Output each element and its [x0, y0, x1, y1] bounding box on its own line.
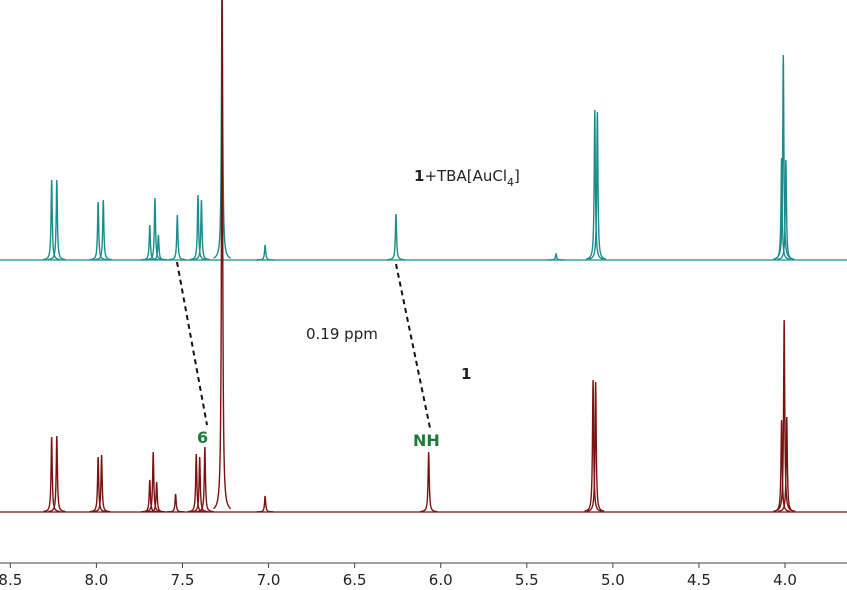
peak — [213, 0, 232, 510]
label-end: ] — [514, 167, 520, 185]
peak — [148, 481, 166, 513]
label-text: +TBA[AuCl — [424, 167, 507, 185]
peak — [146, 197, 164, 261]
peak — [588, 111, 607, 260]
label-sub: 4 — [507, 176, 514, 189]
label-bold: 1 — [414, 167, 424, 185]
x-tick-label: 6.0 — [429, 571, 453, 589]
peak — [149, 234, 168, 261]
peak — [166, 493, 185, 513]
peak — [777, 159, 795, 261]
peak — [94, 199, 112, 261]
x-tick-label: 8.0 — [84, 571, 108, 589]
peak — [256, 495, 274, 513]
peak — [168, 214, 186, 261]
x-tick-label: 8.5 — [0, 571, 22, 589]
peak-label: 6 — [197, 428, 208, 447]
x-tick-label: 4.0 — [773, 571, 797, 589]
x-tick-label: 4.5 — [687, 571, 711, 589]
peak — [387, 213, 405, 261]
peak — [89, 456, 107, 513]
peak — [141, 479, 159, 513]
peak — [144, 451, 162, 513]
peak — [256, 244, 274, 261]
shift-label: 0.19 ppm — [306, 325, 378, 343]
peak — [775, 319, 793, 512]
peak — [42, 436, 61, 513]
peak — [89, 201, 107, 261]
peak — [192, 199, 211, 261]
peak — [584, 379, 602, 512]
peak — [419, 451, 438, 513]
peak — [189, 194, 207, 261]
x-tick-label: 5.5 — [515, 571, 539, 589]
peak — [48, 179, 66, 261]
peak — [774, 54, 793, 260]
x-tick-label: 5.0 — [601, 571, 625, 589]
peak — [196, 446, 214, 513]
peak — [778, 416, 796, 513]
shift-line — [395, 263, 431, 429]
bottom-label: 1 — [461, 365, 471, 383]
x-tick-label: 7.0 — [257, 571, 281, 589]
peak — [42, 179, 61, 261]
shift-line — [176, 261, 208, 426]
peak — [213, 0, 231, 259]
x-tick-label: 7.5 — [171, 571, 195, 589]
peak — [92, 454, 111, 513]
peak — [191, 456, 209, 513]
peak — [586, 381, 605, 512]
peak-label: NH — [413, 431, 440, 450]
peak — [187, 453, 205, 513]
top-label: 1+TBA[AuCl4] — [414, 167, 520, 189]
peak — [547, 252, 565, 261]
peak — [48, 435, 66, 513]
peak — [586, 109, 604, 260]
x-tick-label: 6.5 — [343, 571, 367, 589]
